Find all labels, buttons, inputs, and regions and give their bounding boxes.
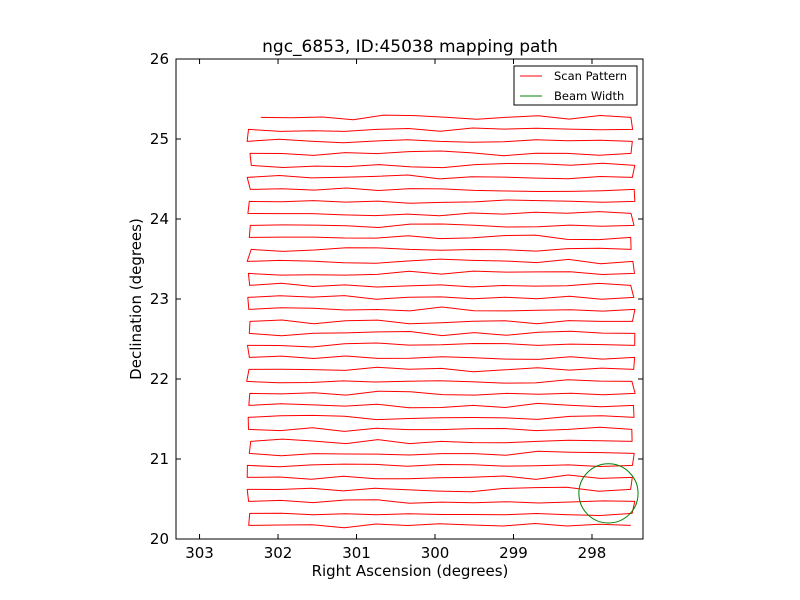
x-tick-label: 301 <box>342 544 371 562</box>
scan-pattern-line <box>246 114 636 529</box>
x-tick-label: 302 <box>264 544 293 562</box>
plot-area <box>176 59 643 539</box>
x-tick-label: 300 <box>421 544 450 562</box>
chart-title: ngc_6853, ID:45038 mapping path <box>262 37 558 57</box>
axis-ticks: 303 302 301 300 299 298 20 21 22 23 24 25 26 <box>150 50 643 562</box>
y-tick-label: 24 <box>150 210 169 228</box>
legend: Scan Pattern Beam Width <box>513 65 638 106</box>
y-tick-label: 21 <box>150 450 169 468</box>
x-tick-label: 303 <box>185 544 214 562</box>
y-tick-label: 22 <box>150 370 169 388</box>
legend-label-scan-pattern: Scan Pattern <box>554 69 627 83</box>
x-tick-label: 298 <box>578 544 607 562</box>
y-tick-label: 20 <box>150 530 169 548</box>
beam-width-circle <box>578 463 639 524</box>
y-tick-label: 26 <box>150 50 169 68</box>
y-tick-label: 25 <box>150 130 169 148</box>
beam-width-layer <box>578 463 639 524</box>
x-tick-label: 299 <box>499 544 528 562</box>
legend-label-beam-width: Beam Width <box>554 89 624 103</box>
y-tick-label: 23 <box>150 290 169 308</box>
scan-pattern-layer <box>246 114 636 529</box>
x-axis-label: Right Ascension (degrees) <box>312 562 509 580</box>
legend-box <box>513 65 638 106</box>
y-axis-label: Declination (degrees) <box>127 218 145 380</box>
